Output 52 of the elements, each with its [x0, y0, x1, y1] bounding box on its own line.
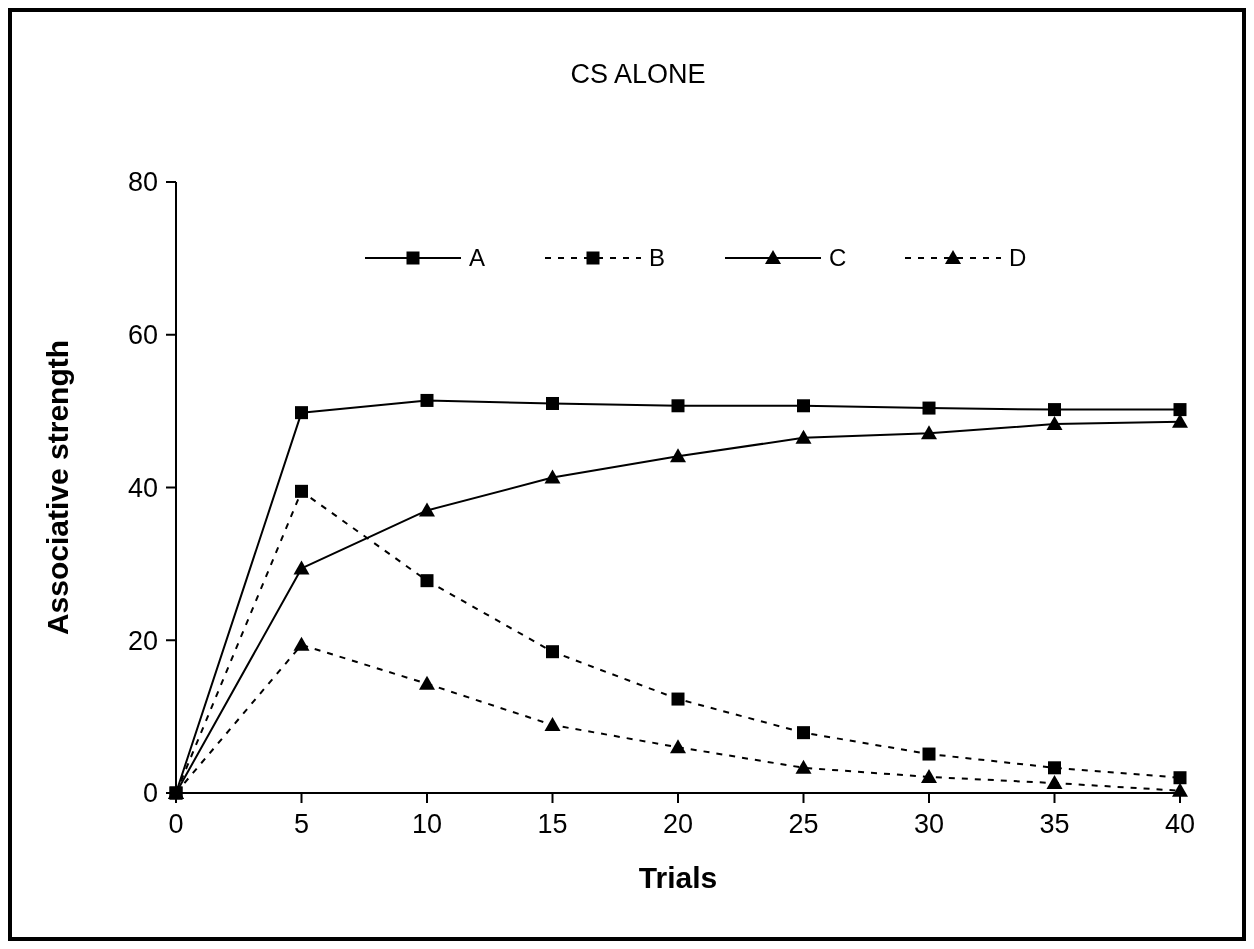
point [922, 747, 936, 761]
x-tick-label: 20 [662, 809, 694, 839]
x-tick-label: 15 [537, 809, 568, 839]
y-tick-label: 80 [127, 167, 158, 198]
point [420, 393, 434, 407]
point [420, 574, 434, 588]
point [921, 425, 937, 440]
chart-title: CS ALONE [570, 59, 706, 89]
point [795, 759, 812, 774]
y-tick-label: 20 [127, 625, 158, 656]
x-tick-label: 40 [1164, 809, 1196, 839]
point [293, 560, 310, 575]
point [419, 675, 435, 690]
legend-label: C [829, 244, 847, 272]
y-tick-label: 40 [127, 472, 158, 503]
point [1173, 403, 1187, 417]
x-tick-label: 30 [913, 809, 945, 839]
point [921, 768, 937, 783]
point [1046, 416, 1063, 431]
point [670, 448, 686, 463]
y-tick-label: 60 [127, 320, 158, 351]
x-tick-label: 0 [168, 809, 184, 839]
point [1173, 771, 1187, 785]
x-tick-label: 10 [411, 809, 443, 839]
point [293, 636, 310, 651]
point [671, 692, 685, 706]
point [1048, 761, 1061, 775]
legend-label: D [1009, 244, 1027, 272]
point [1172, 782, 1188, 797]
point [670, 739, 686, 754]
x-tick-label: 35 [1039, 809, 1070, 839]
point [419, 502, 435, 517]
point [544, 469, 561, 484]
legend-label: B [649, 244, 666, 272]
point [295, 484, 308, 498]
legend-label: A [469, 244, 486, 272]
point [797, 726, 810, 740]
point [797, 399, 810, 413]
point [671, 399, 685, 413]
point [795, 429, 812, 444]
x-axis-title: Trials [638, 861, 718, 894]
point [1046, 775, 1063, 790]
x-tick-label: 25 [788, 809, 819, 839]
point [546, 645, 559, 659]
y-tick-label: 0 [142, 778, 158, 809]
point [295, 406, 308, 420]
point [544, 717, 561, 732]
point [1048, 403, 1061, 417]
x-tick-label: 5 [293, 809, 310, 839]
point [546, 396, 559, 410]
point [922, 401, 936, 415]
y-axis-title: Associative strength [41, 339, 74, 636]
